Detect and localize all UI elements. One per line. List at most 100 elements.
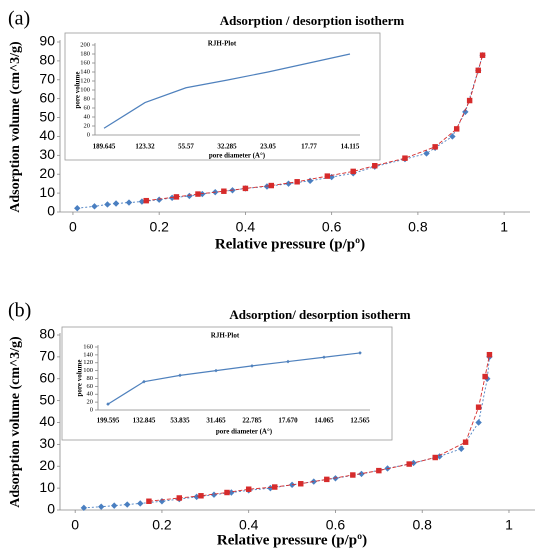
data-point	[310, 478, 317, 485]
data-point	[402, 155, 408, 161]
data-point	[221, 188, 227, 194]
data-point	[475, 404, 482, 410]
data-point	[80, 504, 88, 512]
panel-label: (b)	[8, 300, 31, 322]
y-tick-label: 0	[90, 406, 93, 413]
data-point	[423, 150, 430, 157]
data-point	[242, 185, 249, 192]
x-tick-label: 0.8	[412, 517, 432, 533]
x-tick-label: 22.785	[242, 417, 262, 425]
data-point	[112, 200, 120, 207]
x-axis-label: Relative pressure (p/pº)	[215, 236, 365, 252]
x-tick-label: 1	[505, 517, 513, 533]
data-point	[111, 502, 118, 509]
y-tick-label: 200	[80, 41, 90, 48]
y-tick-label: 60	[84, 104, 91, 111]
series-line	[103, 53, 351, 129]
y-tick-label: 80	[39, 52, 55, 68]
data-point	[106, 402, 110, 406]
data-point	[214, 368, 218, 373]
data-point	[104, 201, 111, 208]
data-point	[74, 205, 81, 212]
x-tick-label: 0.4	[236, 219, 256, 235]
x-tick-label: 12.565	[350, 417, 370, 425]
x-tick-label: 14.065	[314, 417, 334, 425]
y-tick-label: 50	[39, 108, 55, 124]
y-tick-label: 80	[84, 95, 91, 102]
data-point	[432, 144, 438, 150]
y-tick-label: 10	[39, 184, 55, 200]
y-axis-label: Adsorption volume (cm^3/g)	[8, 336, 23, 508]
data-point	[358, 351, 362, 355]
y-axis-label: Adsorption volume (cm^3/g)	[8, 41, 23, 213]
y-tick-label: 30	[39, 435, 55, 451]
series-line	[83, 356, 490, 509]
x-tick-label: 0.2	[149, 219, 169, 235]
y-tick-label: 90	[39, 33, 55, 49]
data-point	[245, 486, 252, 492]
data-point	[138, 198, 146, 205]
data-point	[350, 168, 356, 175]
series-line	[146, 55, 484, 202]
x-tick-label: 123.32	[135, 143, 155, 151]
y-axis-label: pore volume	[74, 71, 82, 108]
inset-frame	[64, 32, 381, 161]
chart-title: Adsorption/ desorption isotherm	[229, 307, 410, 322]
data-point	[372, 163, 378, 169]
data-point	[178, 373, 182, 378]
y-tick-label: 180	[80, 50, 90, 57]
data-point	[146, 498, 152, 504]
data-point	[475, 67, 481, 74]
data-point	[479, 52, 486, 58]
data-point	[475, 419, 482, 426]
x-tick-label: 17.77	[301, 143, 317, 151]
x-tick-label: 189.645	[93, 143, 116, 151]
y-tick-label: 70	[39, 70, 55, 86]
y-tick-label: 120	[83, 359, 93, 366]
x-axis-label: pore diameter (A°)	[216, 428, 273, 436]
data-point	[306, 177, 314, 185]
data-point	[158, 498, 166, 505]
chart-title: RJH-Plot	[211, 332, 240, 340]
data-point	[263, 183, 271, 190]
data-point	[198, 493, 204, 499]
y-tick-label: 20	[84, 122, 91, 129]
data-point	[298, 481, 304, 487]
panel-label: (a)	[8, 8, 30, 30]
data-point	[376, 467, 382, 474]
x-tick-label: 132.845	[133, 417, 156, 425]
data-point	[98, 503, 105, 510]
data-point	[176, 495, 183, 501]
y-tick-label: 20	[39, 457, 55, 473]
y-tick-label: 80	[87, 375, 94, 382]
y-tick-label: 100	[80, 86, 90, 93]
data-point	[462, 439, 469, 445]
data-point	[125, 199, 133, 206]
data-point	[210, 491, 218, 498]
y-tick-label: 40	[39, 413, 55, 429]
data-point	[358, 470, 365, 478]
y-tick-label: 120	[80, 77, 90, 84]
y-tick-label: 60	[39, 369, 55, 385]
data-point	[193, 493, 200, 501]
x-tick-label: 0.4	[239, 517, 259, 533]
y-tick-label: 0	[47, 203, 55, 219]
y-tick-label: 40	[84, 113, 91, 120]
x-tick-label: 31.465	[206, 417, 226, 425]
data-point	[228, 489, 235, 496]
y-tick-label: 40	[39, 127, 55, 143]
data-point	[406, 461, 412, 467]
y-tick-label: 70	[39, 348, 55, 364]
y-tick-label: 160	[80, 59, 90, 66]
data-point	[294, 179, 300, 185]
x-tick-label: 0.6	[322, 219, 342, 235]
series-line	[107, 352, 361, 405]
y-tick-label: 20	[39, 165, 55, 181]
data-point	[286, 359, 290, 364]
y-tick-label: 10	[39, 479, 55, 495]
x-tick-label: 32.285	[217, 143, 237, 151]
data-point	[466, 97, 473, 104]
x-axis-label: pore diameter (A°)	[209, 152, 266, 160]
data-point	[155, 196, 163, 203]
